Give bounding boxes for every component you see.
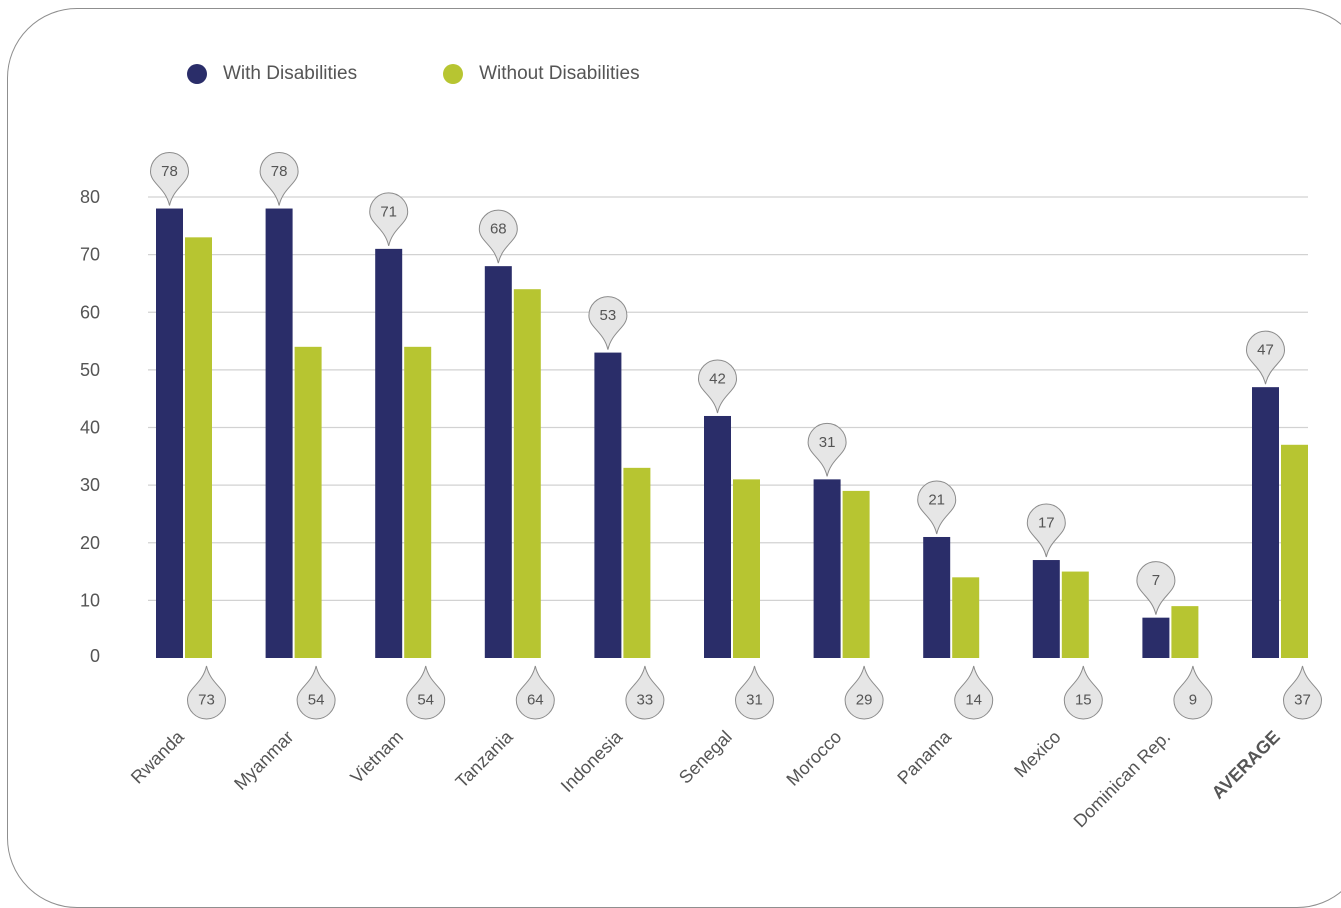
data-label-bubble-with-disabilities xyxy=(1245,330,1286,385)
data-label-bubble-with-disabilities xyxy=(478,209,518,264)
data-label-bubble-without-disabilities xyxy=(625,665,665,720)
data-label-without-disabilities: 29 xyxy=(856,692,873,709)
data-label-bubble-without-disabilities xyxy=(186,665,227,720)
data-label-bubble-with-disabilities xyxy=(1136,561,1176,615)
data-label-bubble-with-disabilities xyxy=(917,480,957,535)
data-label-with-disabilities: 21 xyxy=(928,491,945,508)
y-tick-label: 40 xyxy=(80,418,100,438)
data-label-without-disabilities: 31 xyxy=(746,692,763,709)
bar-without-disabilities xyxy=(1281,444,1308,658)
x-tick-label: Senegal xyxy=(675,727,736,788)
data-label-without-disabilities: 73 xyxy=(198,692,215,709)
y-tick-label: 50 xyxy=(80,360,100,380)
bar-with-disabilities xyxy=(156,208,183,658)
bar-without-disabilities xyxy=(513,289,541,658)
x-tick-label: Vietnam xyxy=(346,727,407,788)
bar-with-disabilities xyxy=(484,266,512,658)
data-label-bubble-without-disabilities xyxy=(296,665,336,720)
y-tick-label: 0 xyxy=(90,646,100,666)
x-tick-label: Rwanda xyxy=(127,726,189,788)
bar-with-disabilities xyxy=(375,248,403,659)
data-label-with-disabilities: 17 xyxy=(1038,515,1055,532)
data-label-with-disabilities: 78 xyxy=(161,163,178,180)
data-label-bubble-without-disabilities xyxy=(1173,665,1213,720)
bar-without-disabilities xyxy=(185,237,212,658)
bar-with-disabilities xyxy=(1032,560,1060,658)
data-label-without-disabilities: 15 xyxy=(1075,692,1092,709)
data-label-bubble-without-disabilities xyxy=(734,665,775,720)
data-label-without-disabilities: 14 xyxy=(965,692,982,709)
data-label-bubble-with-disabilities xyxy=(588,296,628,350)
data-label-with-disabilities: 7 xyxy=(1152,572,1160,589)
bar-with-disabilities xyxy=(923,536,951,658)
data-label-bubble-with-disabilities xyxy=(149,152,190,206)
data-label-without-disabilities: 64 xyxy=(527,692,544,709)
x-tick-label: Dominican Rep. xyxy=(1070,727,1175,832)
bar-without-disabilities xyxy=(404,346,432,658)
bar-without-disabilities xyxy=(294,346,322,658)
y-tick-label: 60 xyxy=(80,302,100,322)
data-label-bubble-with-disabilities xyxy=(807,422,847,477)
bar-without-disabilities xyxy=(1061,571,1089,658)
data-label-with-disabilities: 47 xyxy=(1257,342,1274,359)
legend-label-without-disabilities: Without Disabilities xyxy=(479,63,640,84)
data-label-with-disabilities: 68 xyxy=(490,221,507,238)
data-label-bubble-without-disabilities xyxy=(844,665,884,720)
data-label-bubble-without-disabilities xyxy=(406,665,446,720)
legend-swatch-without-disabilities xyxy=(443,64,464,84)
bar-with-disabilities xyxy=(813,479,841,658)
data-label-bubble-without-disabilities xyxy=(1063,665,1103,720)
legend-item-with-disabilities: With Disabilities xyxy=(187,63,357,85)
bar-with-disabilities xyxy=(1252,387,1279,658)
data-label-without-disabilities: 54 xyxy=(308,692,325,709)
data-label-bubble-without-disabilities xyxy=(954,665,994,720)
bar-with-disabilities xyxy=(1142,617,1170,658)
bar-without-disabilities xyxy=(733,479,760,658)
y-tick-label: 10 xyxy=(80,590,100,610)
data-label-with-disabilities: 53 xyxy=(600,307,617,324)
data-label-without-disabilities: 9 xyxy=(1189,692,1197,709)
data-label-with-disabilities: 78 xyxy=(271,163,288,180)
x-tick-label: Panama xyxy=(893,726,955,788)
x-tick-label: Myanmar xyxy=(230,727,297,794)
data-label-bubble-with-disabilities xyxy=(1026,503,1066,558)
x-tick-label: Morocco xyxy=(782,727,845,790)
y-tick-label: 80 xyxy=(80,187,100,207)
bar-without-disabilities xyxy=(952,577,980,658)
data-label-bubble-with-disabilities xyxy=(697,359,738,414)
bar-without-disabilities xyxy=(842,490,870,658)
data-label-without-disabilities: 54 xyxy=(417,692,434,709)
data-label-without-disabilities: 37 xyxy=(1294,692,1311,709)
data-label-bubble-without-disabilities xyxy=(515,665,555,720)
bar-without-disabilities xyxy=(623,467,651,658)
bar-chart: 010203040506070807873Rwanda7854Myanmar71… xyxy=(80,152,1323,832)
data-label-with-disabilities: 42 xyxy=(709,370,726,387)
x-tick-label: Tanzania xyxy=(452,726,518,792)
data-label-with-disabilities: 71 xyxy=(380,203,397,220)
y-tick-label: 30 xyxy=(80,475,100,495)
y-tick-label: 20 xyxy=(80,533,100,553)
bar-with-disabilities xyxy=(594,352,622,658)
data-label-bubble-with-disabilities xyxy=(259,152,299,206)
bar-with-disabilities xyxy=(704,415,731,658)
x-tick-label: Indonesia xyxy=(557,726,627,796)
data-label-with-disabilities: 31 xyxy=(819,434,836,451)
bar-without-disabilities xyxy=(1171,606,1199,658)
legend-swatch-with-disabilities xyxy=(187,64,207,84)
x-tick-label: Mexico xyxy=(1010,727,1064,781)
bar-with-disabilities xyxy=(265,208,293,658)
y-tick-label: 70 xyxy=(80,245,100,265)
legend: With Disabilities Without Disabilities xyxy=(187,63,640,85)
data-label-bubble-with-disabilities xyxy=(369,192,409,246)
data-label-without-disabilities: 33 xyxy=(637,692,654,709)
legend-label-with-disabilities: With Disabilities xyxy=(223,63,358,84)
x-tick-label: AVERAGE xyxy=(1208,727,1284,803)
legend-item-without-disabilities: Without Disabilities xyxy=(443,63,640,85)
data-label-bubble-without-disabilities xyxy=(1282,665,1323,720)
